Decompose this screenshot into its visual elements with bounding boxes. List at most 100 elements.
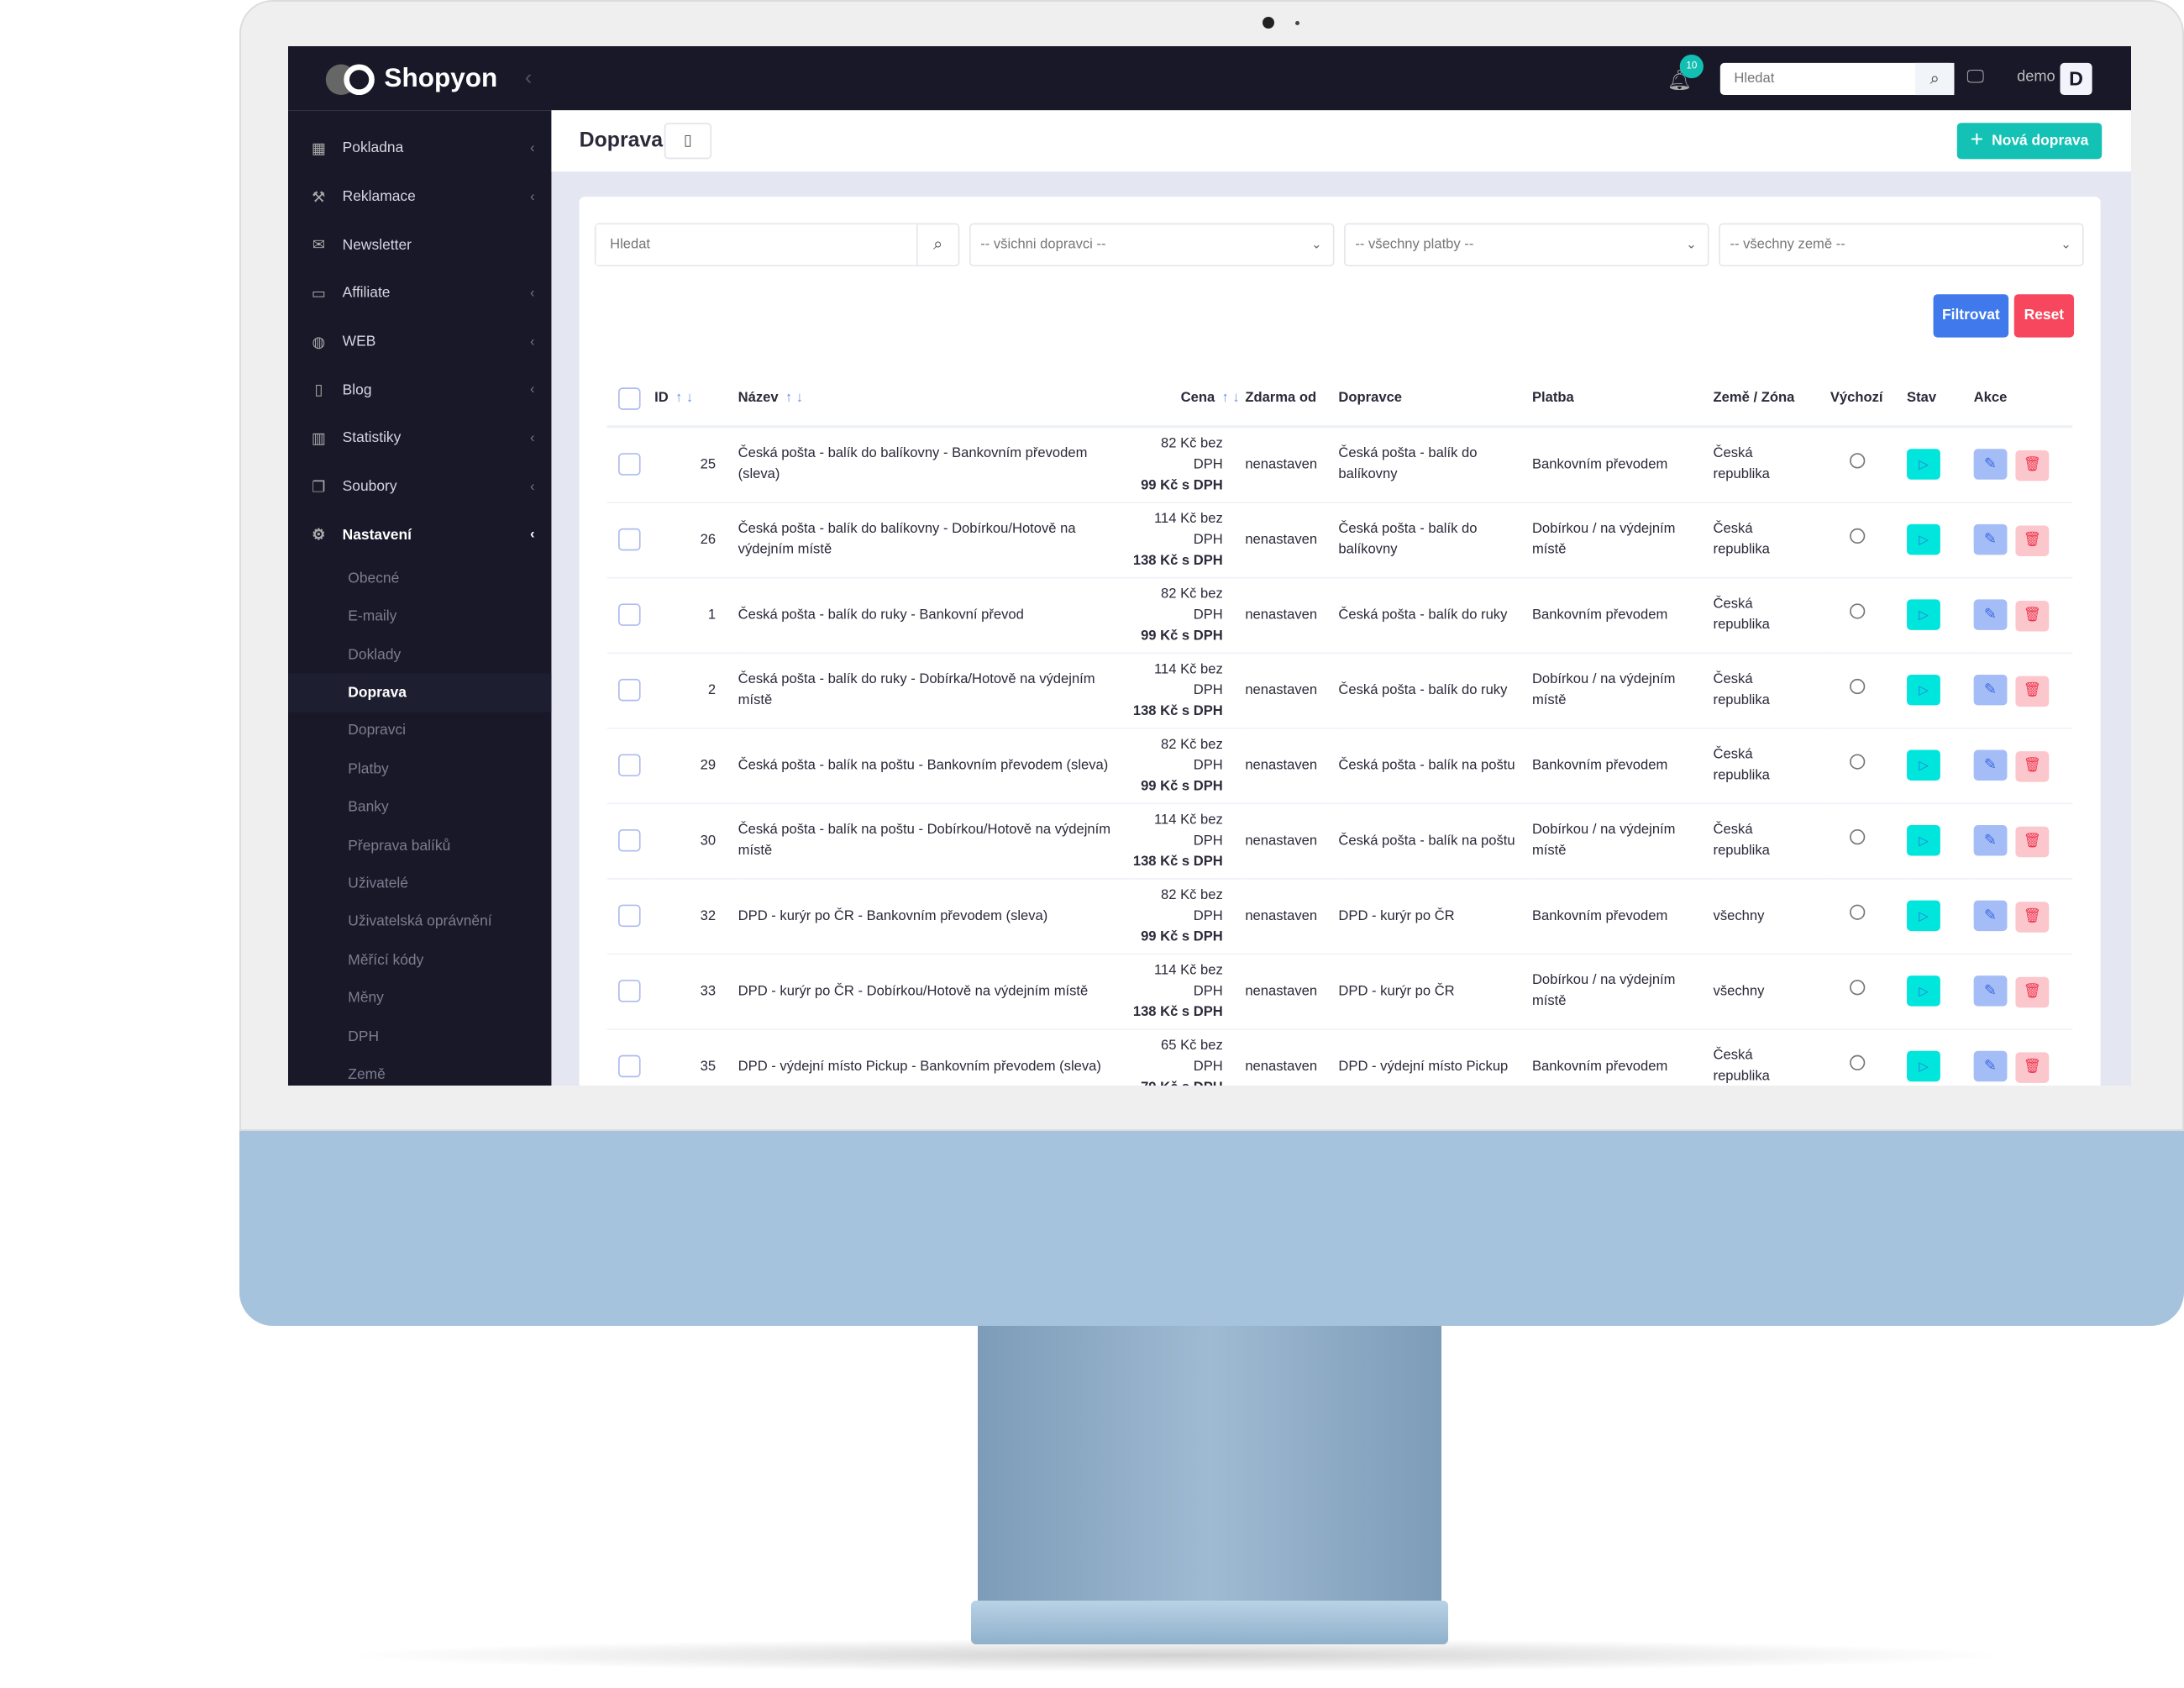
logo[interactable]: Shopyon xyxy=(325,64,497,96)
sidebar-item-nastavení[interactable]: ⚙ Nastavení ‹ xyxy=(288,511,551,560)
activate-play-icon[interactable]: ▷ xyxy=(1907,449,1940,481)
sidebar-item-soubory[interactable]: ❐ Soubory ‹ xyxy=(288,463,551,512)
row-checkbox[interactable] xyxy=(618,453,641,476)
sidebar-item-reklamace[interactable]: ⚒ Reklamace ‹ xyxy=(288,172,551,221)
sidebar-subitem[interactable]: Banky xyxy=(348,798,389,816)
row-name[interactable]: DPD - výdejní místo Pickup - Bankovním p… xyxy=(738,1058,1101,1075)
search-icon[interactable]: ⌕ xyxy=(916,224,958,266)
sidebar-subitem[interactable]: Uživatelé xyxy=(348,875,408,892)
row-name[interactable]: DPD - kurýr po ČR - Dobírkou/Hotově na v… xyxy=(738,983,1089,999)
row-checkbox[interactable] xyxy=(618,678,641,702)
edit-icon[interactable]: ✎ xyxy=(1973,749,2008,781)
row-checkbox[interactable] xyxy=(618,754,641,777)
header-price[interactable]: Cena xyxy=(1180,390,1215,406)
top-search-input[interactable] xyxy=(1719,62,1916,96)
default-radio[interactable] xyxy=(1850,980,1866,996)
sidebar-subitem[interactable]: Země xyxy=(348,1065,386,1083)
sidebar-subitem[interactable]: Platby xyxy=(348,760,389,778)
select-all-checkbox[interactable] xyxy=(618,387,641,410)
edit-icon[interactable]: ✎ xyxy=(1973,448,2008,480)
sidebar-subitem[interactable]: Obecné xyxy=(348,570,400,587)
edit-icon[interactable]: ✎ xyxy=(1973,899,2008,931)
sidebar-item-affiliate[interactable]: ▭ Affiliate ‹ xyxy=(288,269,551,318)
default-radio[interactable] xyxy=(1850,754,1866,770)
edit-icon[interactable]: ✎ xyxy=(1973,975,2008,1006)
sidebar-item-newsletter[interactable]: ✉ Newsletter xyxy=(288,221,551,270)
trash-icon[interactable]: 🗑︎ xyxy=(2015,524,2050,556)
sidebar-subitem[interactable]: DPH xyxy=(348,1028,380,1045)
user-name[interactable]: demo xyxy=(2017,68,2055,86)
default-radio[interactable] xyxy=(1850,678,1866,695)
activate-play-icon[interactable]: ▷ xyxy=(1907,825,1940,856)
trash-icon[interactable]: 🗑︎ xyxy=(2015,750,2050,781)
activate-play-icon[interactable]: ▷ xyxy=(1907,900,1940,932)
sidebar-subitem[interactable]: Měřící kódy xyxy=(348,951,424,969)
sort-arrows-icon[interactable]: ↑ ↓ xyxy=(675,390,694,406)
help-book-icon[interactable]: ▯ xyxy=(664,123,712,160)
default-radio[interactable] xyxy=(1850,528,1866,544)
search-icon[interactable]: ⌕ xyxy=(1915,62,1955,96)
sidebar-subitem[interactable]: Měny xyxy=(348,990,384,1007)
trash-icon[interactable]: 🗑︎ xyxy=(2015,675,2050,707)
row-name[interactable]: Česká pošta - balík na poštu - Dobírkou/… xyxy=(738,822,1111,859)
edit-icon[interactable]: ✎ xyxy=(1973,824,2008,855)
row-name[interactable]: Česká pošta - balík do balíkovny - Dobír… xyxy=(738,521,1076,558)
trash-icon[interactable]: 🗑︎ xyxy=(2015,825,2050,857)
new-shipping-button[interactable]: + Nová doprava xyxy=(1956,123,2103,160)
trash-icon[interactable]: 🗑︎ xyxy=(2015,975,2050,1007)
activate-play-icon[interactable]: ▷ xyxy=(1907,975,1940,1007)
sidebar-item-web[interactable]: ◍ WEB ‹ xyxy=(288,318,551,366)
edit-icon[interactable]: ✎ xyxy=(1973,1049,2008,1081)
row-name[interactable]: Česká pošta - balík do balíkovny - Banko… xyxy=(738,446,1088,483)
filter-button[interactable]: Filtrovat xyxy=(1933,294,2009,338)
row-checkbox[interactable] xyxy=(618,980,641,1002)
trash-icon[interactable]: 🗑︎ xyxy=(2015,600,2050,631)
country-select[interactable]: -- všechny země -- ⌄ xyxy=(1719,223,2084,267)
row-name[interactable]: Česká pošta - balík na poštu - Bankovním… xyxy=(738,757,1109,773)
row-checkbox[interactable] xyxy=(618,1054,641,1078)
default-radio[interactable] xyxy=(1850,603,1866,619)
trash-icon[interactable]: 🗑︎ xyxy=(2015,450,2050,481)
row-name[interactable]: Česká pošta - balík do ruky - Dobírka/Ho… xyxy=(738,671,1095,708)
row-checkbox[interactable] xyxy=(618,904,641,928)
sidebar-item-statistiky[interactable]: ▥ Statistiky ‹ xyxy=(288,414,551,463)
header-name[interactable]: Název xyxy=(738,390,779,406)
sidebar-item-pokladna[interactable]: ▦ Pokladna ‹ xyxy=(288,124,551,173)
row-name[interactable]: Česká pošta - balík do ruky - Bankovní p… xyxy=(738,607,1024,623)
activate-play-icon[interactable]: ▷ xyxy=(1907,599,1940,630)
filter-search-input[interactable] xyxy=(596,224,916,266)
row-checkbox[interactable] xyxy=(618,528,641,551)
activate-play-icon[interactable]: ▷ xyxy=(1907,1050,1940,1082)
sidebar-subitem[interactable]: E-maily xyxy=(348,607,397,625)
edit-icon[interactable]: ✎ xyxy=(1973,674,2008,705)
avatar[interactable]: D xyxy=(2060,62,2092,96)
row-checkbox[interactable] xyxy=(618,603,641,626)
payment-select[interactable]: -- všechny platby -- ⌄ xyxy=(1344,223,1709,267)
sidebar-subitem[interactable]: Doprava xyxy=(288,673,552,713)
sort-arrows-icon[interactable]: ↑ ↓ xyxy=(1221,390,1240,406)
sidebar-subitem[interactable]: Dopravci xyxy=(348,723,407,739)
row-checkbox[interactable] xyxy=(618,829,641,852)
activate-play-icon[interactable]: ▷ xyxy=(1907,523,1940,555)
edit-icon[interactable]: ✎ xyxy=(1973,598,2008,630)
sidebar-item-blog[interactable]: ▯ Blog ‹ xyxy=(288,365,551,414)
carrier-select[interactable]: -- všichni dopravci -- ⌄ xyxy=(969,223,1335,267)
trash-icon[interactable]: 🗑︎ xyxy=(2015,1051,2050,1083)
default-radio[interactable] xyxy=(1850,453,1866,469)
row-name[interactable]: DPD - kurýr po ČR - Bankovním převodem (… xyxy=(738,907,1048,923)
activate-play-icon[interactable]: ▷ xyxy=(1907,749,1940,781)
monitor-icon[interactable]: 🖵 xyxy=(1966,66,1985,87)
default-radio[interactable] xyxy=(1850,904,1866,920)
activate-play-icon[interactable]: ▷ xyxy=(1907,674,1940,706)
sidebar-subitem[interactable]: Doklady xyxy=(348,646,402,664)
header-id[interactable]: ID xyxy=(654,390,669,406)
trash-icon[interactable]: 🗑︎ xyxy=(2015,901,2050,932)
default-radio[interactable] xyxy=(1850,1054,1866,1070)
sidebar-subitem[interactable]: Přeprava balíků xyxy=(348,837,451,855)
sidebar-subitem[interactable]: Uživatelská oprávnění xyxy=(348,913,492,931)
default-radio[interactable] xyxy=(1850,829,1866,845)
reset-button[interactable]: Reset xyxy=(2013,294,2075,338)
edit-icon[interactable]: ✎ xyxy=(1973,523,2008,555)
sort-arrows-icon[interactable]: ↑ ↓ xyxy=(785,390,804,406)
collapse-sidebar-icon[interactable]: ‹ xyxy=(524,66,533,90)
